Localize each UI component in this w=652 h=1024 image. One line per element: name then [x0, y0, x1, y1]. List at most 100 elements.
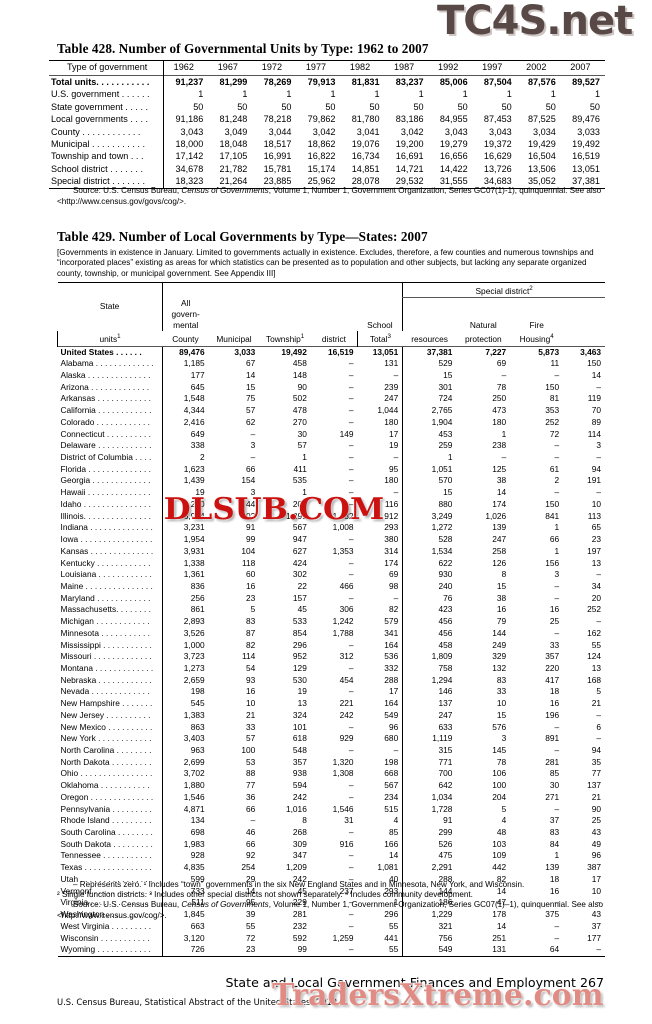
table-cell: 34,683 — [472, 175, 517, 189]
table-cell: 21 — [246, 709, 256, 720]
table-cell: – — [554, 803, 560, 814]
table-cell: 1,546 — [161, 791, 209, 804]
table-row: Vermont . . . . . . . . . . . . . 733 14 45… — [58, 885, 606, 898]
table-cell: 106 — [492, 768, 507, 779]
table-cell: 99 — [259, 944, 311, 957]
table-cell: 1,534 — [402, 545, 457, 558]
table-row: Connecticut . . . . . . . . . . 649 – 30 149… — [58, 428, 606, 441]
table-cell: – — [554, 452, 560, 463]
table-cell: 526 — [402, 838, 457, 851]
table-cell: – — [596, 709, 601, 720]
table-cell: – — [348, 592, 354, 603]
table-cell: 1 — [374, 89, 380, 100]
column-header: All — [161, 297, 209, 309]
table-cell: 77 — [591, 768, 601, 779]
table-cell: 529 — [402, 358, 457, 370]
table-cell: 87 — [246, 627, 256, 638]
table-cell: 14 — [246, 370, 256, 380]
table-cell: 251 — [492, 932, 507, 943]
row-label: Alaska . . . . . . . . . . . . . . — [60, 370, 151, 380]
table-cell: 1,273 — [161, 662, 209, 675]
table-cell: 174 — [492, 498, 507, 509]
table-cell: 14,721 — [395, 163, 424, 174]
table-cell: 91,186 — [163, 113, 209, 126]
table-cell: 19 — [388, 440, 399, 451]
table-cell: 861 — [161, 604, 209, 617]
table-cell: 50 — [501, 101, 512, 112]
row-label: Maryland . . . . . . . . . . . . — [60, 592, 151, 603]
table-row: Virginia . . . . . . . . . . . . . . 511 9… — [58, 897, 606, 910]
table-cell: 3,931 — [161, 545, 209, 558]
table-cell: 49 — [591, 838, 601, 849]
table-cell: 50 — [281, 101, 292, 112]
table-cell: 417 — [545, 674, 560, 685]
table-row: Iowa . . . . . . . . . . . . . . . . 1,95… — [58, 534, 606, 546]
table-cell: – — [596, 897, 601, 908]
row-label: Connecticut . . . . . . . . . . — [60, 428, 151, 439]
table-cell: 511 — [161, 897, 209, 910]
table-cell: 306 — [339, 604, 354, 615]
table-row: South Carolina . . . . . . . . 698 46 268 – 8… — [58, 827, 606, 839]
table-cell: 242 — [292, 873, 307, 884]
table-cell: – — [501, 452, 507, 463]
table-cell: 19,492 — [572, 139, 600, 150]
table-cell: 125 — [492, 463, 507, 474]
table-cell: – — [596, 569, 601, 580]
table-cell: 154 — [241, 475, 256, 486]
table-cell: 424 — [292, 557, 307, 568]
column-header: district — [321, 333, 346, 344]
table-cell: 17,105 — [219, 151, 248, 162]
table-cell: 332 — [384, 662, 399, 673]
table-cell: 91,237 — [163, 75, 209, 89]
table-cell: 329 — [492, 651, 507, 662]
row-label: Iowa . . . . . . . . . . . . . . . . — [60, 534, 153, 545]
table-cell: 1 — [402, 452, 457, 464]
table-cell: 579 — [384, 616, 399, 627]
table-cell: 221 — [339, 698, 354, 709]
header-spacer — [208, 282, 260, 298]
table-cell: 1,119 — [402, 733, 457, 745]
table-cell: 21 — [591, 698, 601, 709]
table-cell: 3 — [250, 487, 256, 498]
row-label: Florida . . . . . . . . . . . . . . — [60, 463, 151, 474]
table-row: Municipal . . . . . . . . . . . 18,000 18,… — [49, 138, 605, 151]
table-cell: 17 — [591, 873, 601, 884]
table-cell: 131 — [384, 358, 399, 369]
table-cell: 240 — [402, 580, 457, 593]
table-cell: 45 — [297, 604, 307, 615]
table-cell: 458 — [292, 358, 307, 369]
table-cell: 570 — [402, 475, 457, 488]
table-cell: 16,629 — [483, 151, 512, 162]
table-cell: 3 — [250, 440, 256, 451]
table-cell: 91 — [402, 815, 457, 828]
row-label: Arizona . . . . . . . . . . . . . — [60, 381, 150, 392]
table-cell: 321 — [402, 920, 457, 933]
table-cell: – — [554, 920, 560, 931]
table-cell: – — [348, 791, 354, 802]
table-cell: 13,051 — [357, 345, 403, 359]
table-cell: 66 — [549, 534, 560, 545]
table-cell: 79,913 — [296, 75, 341, 89]
table-cell: 10 — [246, 698, 256, 709]
table-cell: 50 — [589, 101, 600, 112]
table-cell: – — [554, 370, 560, 380]
table-cell: 576 — [492, 721, 507, 732]
table-cell: 18,517 — [263, 139, 292, 150]
header-spacer — [510, 297, 563, 309]
row-label: Vermont . . . . . . . . . . . . . — [60, 885, 152, 896]
table-cell: 239 — [384, 381, 399, 392]
table-row: Colorado . . . . . . . . . . . . 2,416 62 2… — [58, 416, 606, 429]
table-cell: 81,299 — [208, 75, 253, 89]
table-cell: 100 — [492, 780, 507, 791]
table-cell: 180 — [492, 416, 507, 427]
table-cell: 50 — [325, 101, 336, 112]
table-cell: 1,240 — [161, 498, 209, 511]
table-cell: 249 — [492, 639, 507, 650]
table-cell: 83 — [496, 674, 507, 685]
table-cell: 880 — [402, 498, 457, 511]
table-cell: 627 — [292, 545, 307, 556]
table-cell: 454 — [339, 674, 354, 685]
table-cell: 57 — [297, 440, 307, 451]
row-label: Washington . . . . . . . . . . — [60, 909, 151, 920]
table-cell: 2,416 — [161, 416, 209, 429]
